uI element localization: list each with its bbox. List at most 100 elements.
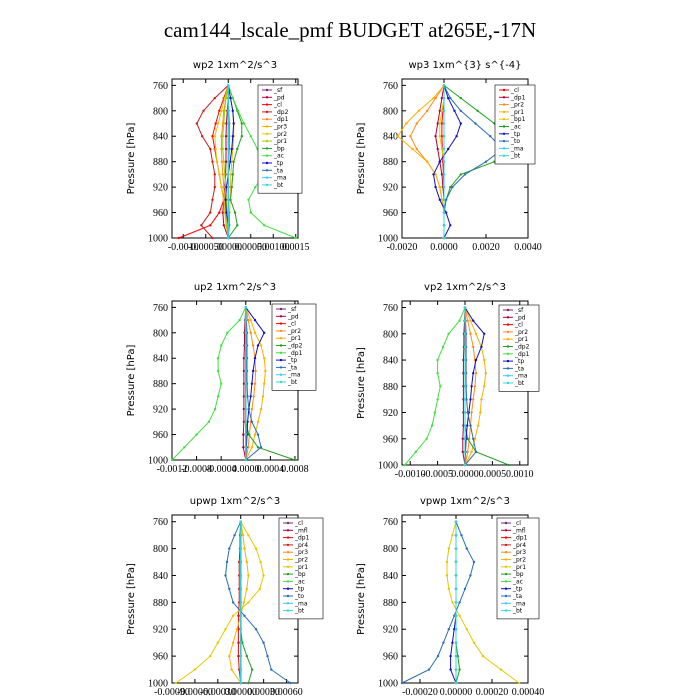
data-point [454, 560, 458, 564]
x-tick-label: 0.0010 [506, 469, 534, 480]
data-point [474, 450, 478, 454]
data-point [224, 628, 227, 631]
data-point [256, 344, 260, 347]
legend-marker [504, 543, 508, 547]
y-tick-label: 840 [153, 354, 168, 365]
data-point [451, 641, 454, 644]
legend-marker [279, 344, 283, 347]
data-point [449, 654, 452, 658]
legend-label: _tp [294, 586, 304, 593]
data-point [463, 173, 467, 176]
data-point [220, 344, 223, 347]
data-point [466, 411, 469, 414]
data-point [442, 160, 446, 163]
data-point [227, 109, 230, 113]
data-point [483, 332, 486, 335]
data-point [227, 122, 230, 125]
data-point [221, 135, 224, 138]
data-point [228, 587, 231, 591]
data-point [253, 318, 257, 322]
x-tick-label: -0.00030 [200, 687, 236, 698]
legend-marker [265, 110, 269, 114]
data-point [242, 382, 246, 385]
data-point [253, 433, 257, 436]
legend-label: _pr3 [294, 549, 308, 556]
data-point [469, 319, 472, 322]
legend-marker [279, 380, 283, 384]
data-point [438, 198, 441, 201]
legend-marker [506, 352, 510, 355]
data-point [242, 407, 246, 411]
data-point [440, 135, 444, 138]
legend-marker [265, 176, 269, 179]
legend-box [494, 84, 536, 165]
data-point [442, 122, 446, 125]
data-point [434, 173, 437, 176]
legend-marker [279, 315, 283, 318]
x-tick-label: -0.00050 [188, 242, 224, 253]
x-tick-label: 0.0000 [232, 464, 260, 475]
data-point [256, 420, 260, 423]
panel-3: up2 1xm^2/s^3 Pressure [hPa] 760 800 840 880 9… [126, 282, 317, 475]
legend-marker [265, 139, 269, 143]
data-point [440, 122, 444, 125]
legend-marker [506, 345, 510, 348]
legend-label: _ta [287, 364, 297, 371]
x-tick-label: 0.0005 [479, 469, 507, 480]
data-point [442, 224, 446, 227]
data-point [256, 433, 260, 436]
data-point [239, 574, 242, 577]
legend-marker [265, 96, 269, 99]
data-point [249, 331, 252, 334]
data-point [209, 654, 212, 658]
data-point [224, 147, 228, 151]
data-point [263, 224, 266, 227]
data-point [460, 534, 463, 537]
data-point [403, 463, 406, 467]
data-point [250, 382, 254, 385]
data-point [233, 534, 236, 537]
data-point [262, 574, 265, 577]
data-point [447, 587, 450, 591]
x-tick-label: -0.0004 [206, 464, 237, 475]
data-point [218, 211, 221, 214]
y-tick-label: 800 [153, 328, 168, 339]
data-point [230, 185, 233, 189]
data-point [224, 198, 227, 201]
legend-label: _pr2 [514, 329, 528, 336]
y-tick-label: 840 [153, 571, 168, 582]
legend: _sf_pd_cl_pr2_pr1_dp2_dp1_tp_ta_ma_bt [498, 304, 540, 392]
data-point [483, 385, 486, 388]
y-tick-label: 1000 [378, 234, 398, 245]
panel-1: wp2 1xm^2/s^3 Pressure [hPa] 760 800 840 880 9… [126, 60, 310, 253]
y-axis-label: Pressure [hPa] [126, 123, 137, 195]
data-point [400, 681, 404, 685]
data-point [434, 96, 437, 100]
data-point [445, 574, 449, 577]
data-point [442, 96, 446, 100]
series-line_bp [240, 521, 253, 684]
data-point [451, 185, 454, 189]
x-tick-label: -0.0008 [181, 464, 212, 475]
legend-marker [506, 338, 510, 341]
data-point [472, 560, 476, 564]
x-tick-label: .00000 [215, 242, 243, 253]
data-point [442, 173, 446, 176]
data-point [232, 122, 235, 125]
data-point [246, 420, 249, 423]
y-tick-label: 880 [153, 598, 168, 609]
data-point [463, 385, 467, 388]
legend-marker [265, 161, 269, 165]
data-point [247, 534, 250, 537]
data-point [247, 407, 250, 411]
data-point [213, 135, 216, 138]
data-point [465, 547, 468, 550]
legend-label: _bt [512, 608, 523, 615]
data-point [224, 135, 228, 138]
data-point [441, 345, 445, 349]
legend-marker [279, 329, 283, 333]
data-point [432, 173, 435, 176]
data-point [436, 398, 439, 401]
data-point [474, 332, 478, 335]
legend-label: _dp1 [510, 94, 526, 101]
